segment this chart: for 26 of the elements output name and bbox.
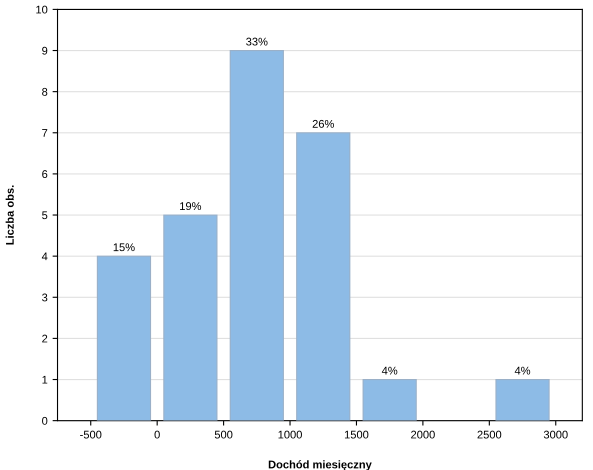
y-tick-label: 7	[42, 129, 48, 137]
y-tick-label: 4	[42, 252, 48, 260]
x-tick-label: 500	[214, 430, 232, 439]
x-tick-label: 2000	[411, 430, 435, 439]
x-tick-label: 1000	[278, 430, 302, 439]
x-tick-label: -500	[80, 430, 102, 439]
y-axis-title: Liczba obs.	[6, 186, 14, 245]
annotation: 15%	[114, 243, 135, 252]
annotation: 26%	[312, 120, 334, 128]
y-tick-label: 6	[42, 170, 48, 178]
y-tick-label: 2	[42, 334, 48, 342]
y-tick-label: 8	[42, 88, 48, 96]
y-tick-label: 3	[42, 294, 48, 302]
x-tick-label: 2500	[478, 430, 502, 439]
x-tick-label: 0	[154, 430, 160, 439]
x-tick-label: 1500	[344, 430, 368, 439]
y-tick-label: 5	[42, 211, 48, 220]
annotation: 4%	[382, 366, 398, 375]
y-tick-label: 10	[36, 6, 48, 14]
annotation: 33%	[246, 38, 268, 46]
annotation: 4%	[514, 366, 530, 375]
x-tick-label: 3000	[544, 430, 568, 439]
y-tick-label: 1	[42, 376, 48, 384]
y-tick-label: 0	[42, 416, 48, 425]
y-tick-label: 9	[42, 46, 48, 55]
annotation: 19%	[180, 202, 202, 210]
